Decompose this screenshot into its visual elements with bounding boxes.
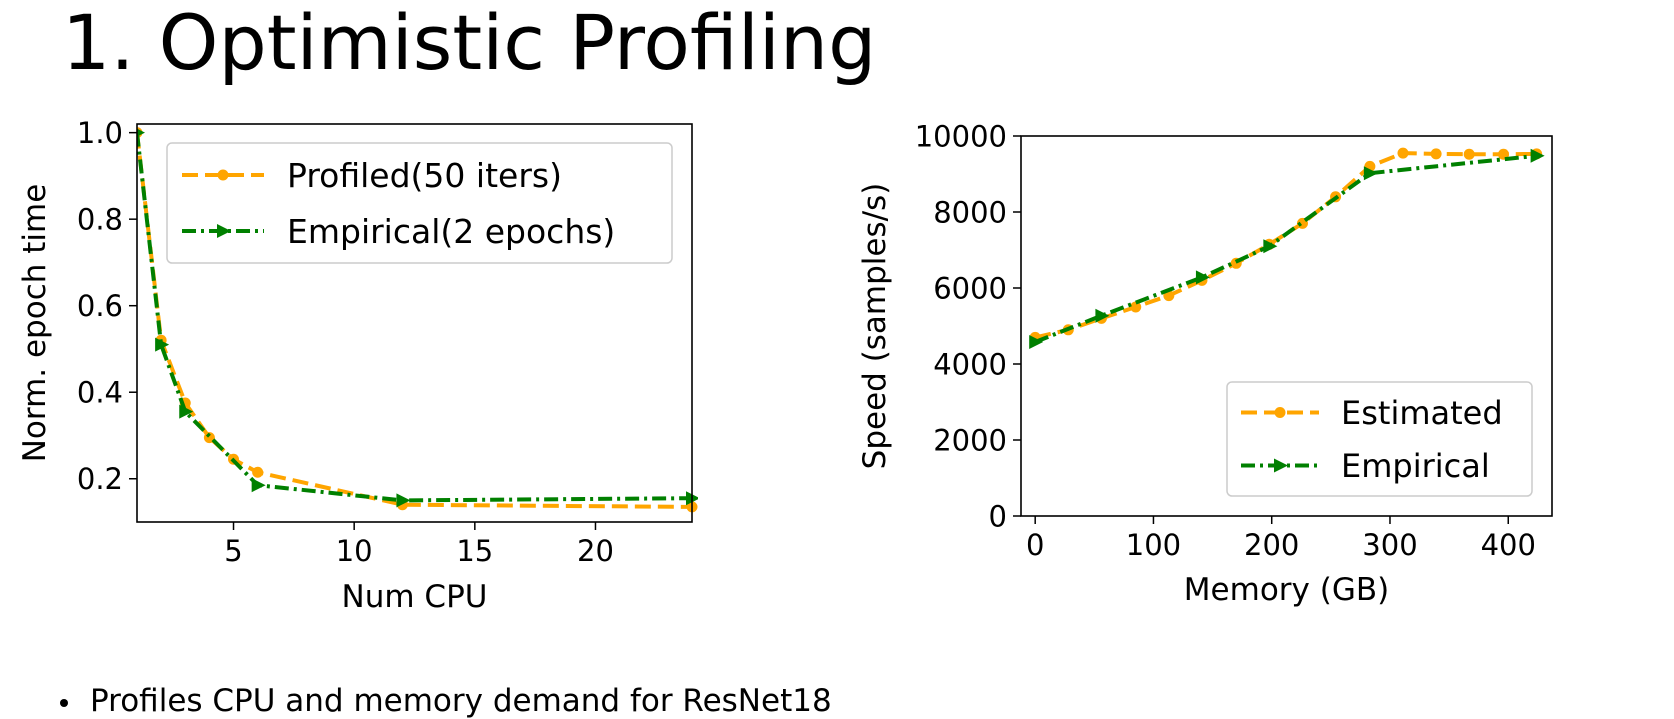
y-tick-label: 1.0	[77, 116, 123, 150]
legend: Estimated Empirical	[1226, 381, 1533, 497]
series-line	[137, 132, 693, 503]
legend-marker	[1274, 458, 1288, 473]
data-point	[1095, 308, 1110, 323]
x-tick-label: 5	[224, 534, 242, 568]
series-1	[137, 128, 698, 508]
y-axis-label: Speed (samples/s)	[857, 183, 893, 470]
y-tick-label: 2000	[933, 423, 1007, 457]
data-point	[1195, 270, 1210, 285]
y-tick-label: 10000	[915, 119, 1007, 153]
legend-label: Estimated	[1341, 394, 1503, 432]
y-tick-label: 0.6	[77, 289, 123, 323]
data-point	[1130, 301, 1142, 313]
series-1	[1029, 148, 1545, 349]
y-tick-label: 0.2	[77, 462, 123, 496]
x-tick-label: 100	[1126, 528, 1181, 562]
slide-title: 1. Optimistic Profiling	[62, 0, 877, 87]
x-tick-label: 300	[1362, 528, 1417, 562]
plot-frame	[1020, 135, 1553, 517]
data-point	[251, 478, 266, 493]
memory-chart: 0 100 200 300 4000200040006000800010000Memor…	[857, 119, 1553, 608]
y-tick-label: 6000	[933, 271, 1007, 305]
y-tick-label: 0.8	[77, 203, 123, 237]
data-point	[1463, 148, 1475, 160]
legend-box	[166, 142, 673, 264]
series-0	[1029, 147, 1543, 343]
y-tick-label: 0.4	[77, 376, 123, 410]
data-point	[1363, 166, 1378, 181]
bullet-dot-icon	[60, 698, 68, 707]
data-point	[1530, 148, 1545, 163]
y-tick-label: 0	[989, 499, 1007, 533]
x-tick-label: 200	[1244, 528, 1299, 562]
legend-marker	[217, 169, 229, 181]
y-axis-label: Norm. epoch time	[17, 184, 53, 463]
data-point	[1430, 148, 1442, 160]
data-point	[155, 337, 170, 352]
series-line	[1034, 151, 1537, 340]
x-tick-label: 10	[336, 534, 373, 568]
x-tick-label: 15	[456, 534, 493, 568]
bullet-text: Profiles CPU and memory demand for ResNe…	[90, 683, 832, 719]
x-tick-label: 0	[1026, 528, 1044, 562]
legend-marker	[1274, 407, 1286, 418]
data-point	[396, 493, 411, 508]
data-point	[1029, 334, 1044, 349]
legend-label: Empirical	[1341, 447, 1490, 485]
data-point	[1263, 239, 1278, 254]
legend-label: Profiled(50 iters)	[287, 156, 562, 195]
y-tick-label: 4000	[933, 347, 1007, 381]
data-point	[1397, 147, 1409, 159]
data-point	[179, 404, 194, 419]
legend: Profiled(50 iters) Empirical(2 epochs)	[166, 142, 673, 264]
cpu-chart: 5 10 15 20 0.2 0.4 0.6 0.8 1.0 Num CPU Norm. epoch…	[17, 116, 698, 615]
series-line	[1034, 153, 1537, 344]
x-axis-label: Num CPU	[342, 579, 488, 615]
legend-marker	[217, 224, 231, 238]
x-axis-label: Memory (GB)	[1184, 572, 1389, 608]
data-point	[252, 466, 264, 478]
x-tick-label: 20	[577, 534, 614, 568]
data-point	[137, 128, 145, 137]
x-tick-label: 400	[1481, 528, 1536, 562]
y-tick-label: 8000	[933, 195, 1007, 229]
plot-frame	[136, 123, 693, 523]
bullet-item: Profiles CPU and memory demand for ResNe…	[56, 683, 832, 719]
legend-label: Empirical(2 epochs)	[287, 212, 615, 251]
